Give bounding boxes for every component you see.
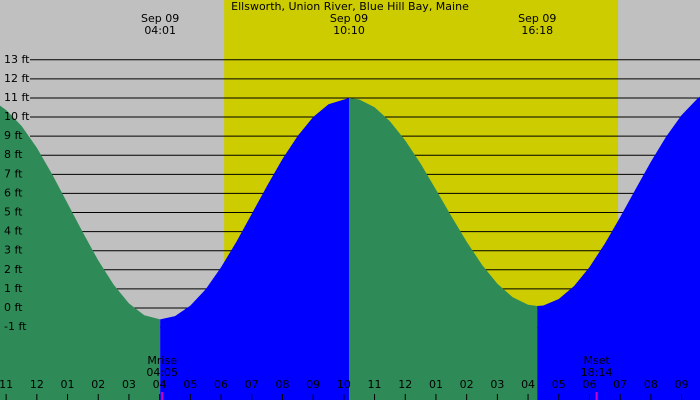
y-tick-label: 11 ft	[4, 91, 30, 104]
x-tick-label: 04	[521, 378, 535, 391]
x-tick-label: 08	[644, 378, 658, 391]
x-tick-label: 09	[306, 378, 320, 391]
extreme-time: 10:10	[333, 24, 365, 37]
y-tick-label: 10 ft	[4, 110, 30, 123]
extreme-time: 16:18	[521, 24, 553, 37]
moon-time: 18:14	[581, 366, 613, 379]
y-tick-label: 1 ft	[4, 282, 23, 295]
x-tick-label: 07	[245, 378, 259, 391]
y-tick-label: 12 ft	[4, 72, 30, 85]
y-tick-label: 9 ft	[4, 129, 23, 142]
x-tick-label: 11	[0, 378, 13, 391]
x-tick-label: 03	[122, 378, 136, 391]
y-tick-label: 2 ft	[4, 263, 23, 276]
x-tick-label: 08	[275, 378, 289, 391]
x-tick-label: 02	[91, 378, 105, 391]
x-tick-label: 06	[582, 378, 596, 391]
extreme-date: Sep 09	[518, 12, 556, 25]
x-tick-label: 05	[552, 378, 566, 391]
tide-area	[537, 96, 700, 400]
moon-time: 04:05	[146, 366, 178, 379]
moon-label: Mset	[583, 354, 610, 367]
tide-area	[348, 97, 538, 400]
x-tick-label: 01	[61, 378, 75, 391]
moon-label: Mrise	[147, 354, 177, 367]
x-tick-label: 12	[30, 378, 44, 391]
x-tick-label: 07	[613, 378, 627, 391]
extreme-date: Sep 09	[330, 12, 368, 25]
x-tick-label: 06	[214, 378, 228, 391]
x-tick-label: 11	[368, 378, 382, 391]
y-tick-label: 4 ft	[4, 225, 23, 238]
tide-area	[0, 105, 161, 400]
x-tick-label: 02	[460, 378, 474, 391]
chart-title: Ellsworth, Union River, Blue Hill Bay, M…	[231, 0, 469, 13]
x-tick-label: 09	[675, 378, 689, 391]
extreme-date: Sep 09	[141, 12, 179, 25]
x-tick-label: 03	[490, 378, 504, 391]
x-tick-label: 01	[429, 378, 443, 391]
y-tick-label: 8 ft	[4, 148, 23, 161]
x-tick-label: 10	[337, 378, 351, 391]
y-tick-label: 13 ft	[4, 53, 30, 66]
tide-area	[160, 97, 349, 400]
y-tick-label: 7 ft	[4, 167, 23, 180]
y-tick-label: 0 ft	[4, 301, 23, 314]
extreme-time: 04:01	[144, 24, 176, 37]
y-tick-label: 6 ft	[4, 186, 23, 199]
y-tick-label: 3 ft	[4, 244, 23, 257]
x-tick-label: 04	[153, 378, 167, 391]
x-tick-label: 12	[398, 378, 412, 391]
y-tick-label: 5 ft	[4, 206, 23, 219]
x-tick-label: 05	[183, 378, 197, 391]
y-tick-label: -1 ft	[4, 320, 27, 333]
